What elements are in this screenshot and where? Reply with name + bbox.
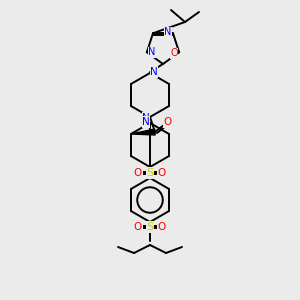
Polygon shape xyxy=(131,129,155,135)
Text: O: O xyxy=(158,168,166,178)
Text: S: S xyxy=(146,168,154,178)
Text: N: N xyxy=(142,113,150,123)
Text: O: O xyxy=(164,117,172,127)
Text: N: N xyxy=(148,47,155,57)
Text: O: O xyxy=(170,48,178,58)
Text: O: O xyxy=(134,222,142,232)
Text: N: N xyxy=(164,27,172,37)
Text: O: O xyxy=(158,222,166,232)
Text: N: N xyxy=(142,117,150,127)
Text: O: O xyxy=(134,168,142,178)
Text: S: S xyxy=(146,222,154,232)
Text: N: N xyxy=(150,67,158,77)
